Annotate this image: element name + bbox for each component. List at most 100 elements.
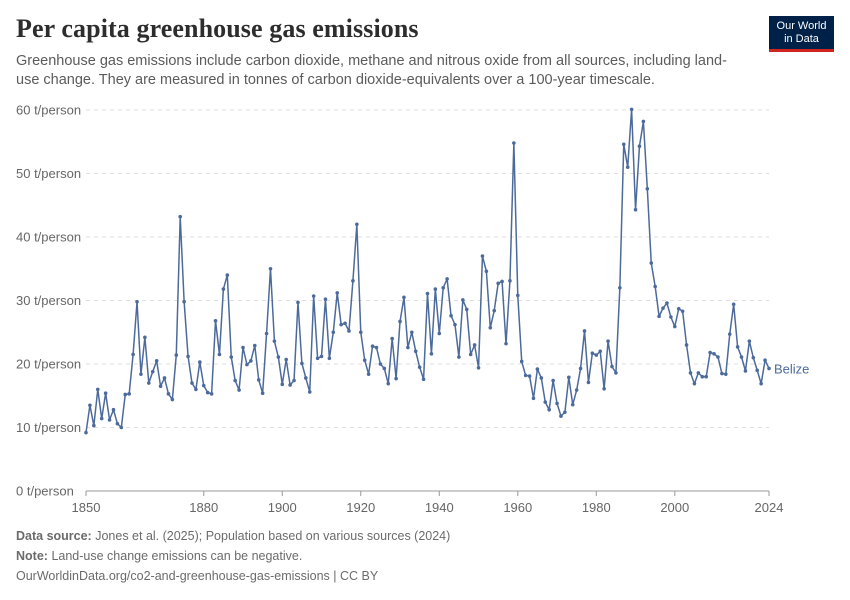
data-point [382,366,387,371]
data-point [229,355,234,359]
data-point [476,366,481,370]
data-point [323,297,328,302]
data-point [288,383,292,387]
data-point [300,361,304,366]
data-point [747,339,752,343]
x-tick-label: 2000 [660,500,689,515]
data-point [339,322,343,327]
data-point [107,418,112,422]
x-tick-label: 1880 [189,500,218,515]
data-point [115,421,120,426]
data-point [567,375,571,380]
data-point [84,430,88,435]
data-point [614,371,618,375]
data-point [445,277,449,281]
data-point [331,330,336,335]
data-point [755,368,760,373]
note-text: Land-use change emissions can be negativ… [51,549,303,563]
y-axis-tick-labels: 0 t/person 10 t/person 20 t/person 30 t/per… [16,103,81,499]
data-point [633,207,638,212]
data-point [347,329,351,333]
series-line [85,108,770,433]
data-point [555,401,559,406]
data-point [241,345,245,350]
chart-url[interactable]: OurWorldinData.org/co2-and-greenhouse-ga… [16,569,379,583]
data-point [743,369,748,373]
data-point [543,400,548,404]
data-point [551,378,555,383]
data-point [111,407,116,412]
data-point [355,222,359,227]
data-point [441,286,446,290]
data-point [378,362,383,366]
data-point [527,374,532,378]
data-point [233,378,237,383]
data-point [727,332,732,336]
data-point [457,355,461,359]
data-point [763,358,767,362]
data-point [594,353,599,357]
data-point [606,339,610,343]
y-tick-label: 40 t/person [16,230,81,245]
data-point [417,365,422,369]
data-point [409,330,414,335]
x-tick-label: 1960 [503,500,532,515]
data-point [351,279,355,283]
data-point [657,314,661,319]
data-source: Data source: Jones et al. (2025); Popula… [16,529,450,543]
data-point [123,392,128,397]
y-tick-label: 30 t/person [16,293,81,308]
data-point [712,352,716,356]
data-point [284,357,288,362]
y-tick-label: 50 t/person [16,166,81,181]
data-point [724,372,728,376]
data-point [131,352,135,357]
data-point [539,376,544,380]
data-point [225,273,230,277]
data-point [433,287,438,291]
data-point [574,388,579,392]
data-point [280,382,285,387]
data-point [205,390,210,395]
data-point [127,392,131,396]
data-point [272,339,277,343]
logo-line-1: Our World [776,20,827,32]
data-point [649,261,654,265]
data-point [629,107,634,112]
data-point [672,324,677,329]
series-group: Belize [84,107,809,435]
data-point [621,142,626,147]
x-tick-label: 1900 [268,500,297,515]
data-point [645,186,650,191]
data-point [154,359,159,363]
data-point [198,360,202,364]
data-source-label: Data source: [16,529,92,543]
data-point [245,362,249,367]
data-point [304,376,308,380]
data-source-text[interactable]: Jones et al. (2025); Population based on… [95,529,451,543]
data-point [653,284,657,289]
owid-logo[interactable]: Our World in Data [769,16,834,52]
data-point [610,364,614,369]
data-point [641,119,646,124]
x-tick-label: 2024 [755,500,784,515]
x-tick-label: 1920 [346,500,375,515]
data-point [586,380,591,385]
data-point [547,407,551,412]
y-tick-label: 0 t/person [16,484,74,499]
x-tick-label: 1850 [72,500,101,515]
data-point [598,349,603,354]
y-tick-label: 20 t/person [16,357,81,372]
data-point [182,299,186,304]
data-point [249,359,253,363]
x-tick-label: 1980 [582,500,611,515]
data-point [676,306,681,311]
data-point [500,279,504,284]
chart-title: Per capita greenhouse gas emissions [16,14,419,43]
data-point [92,423,96,428]
data-point [99,416,104,421]
data-point [421,377,426,382]
data-point [147,381,151,385]
data-point [563,410,567,415]
